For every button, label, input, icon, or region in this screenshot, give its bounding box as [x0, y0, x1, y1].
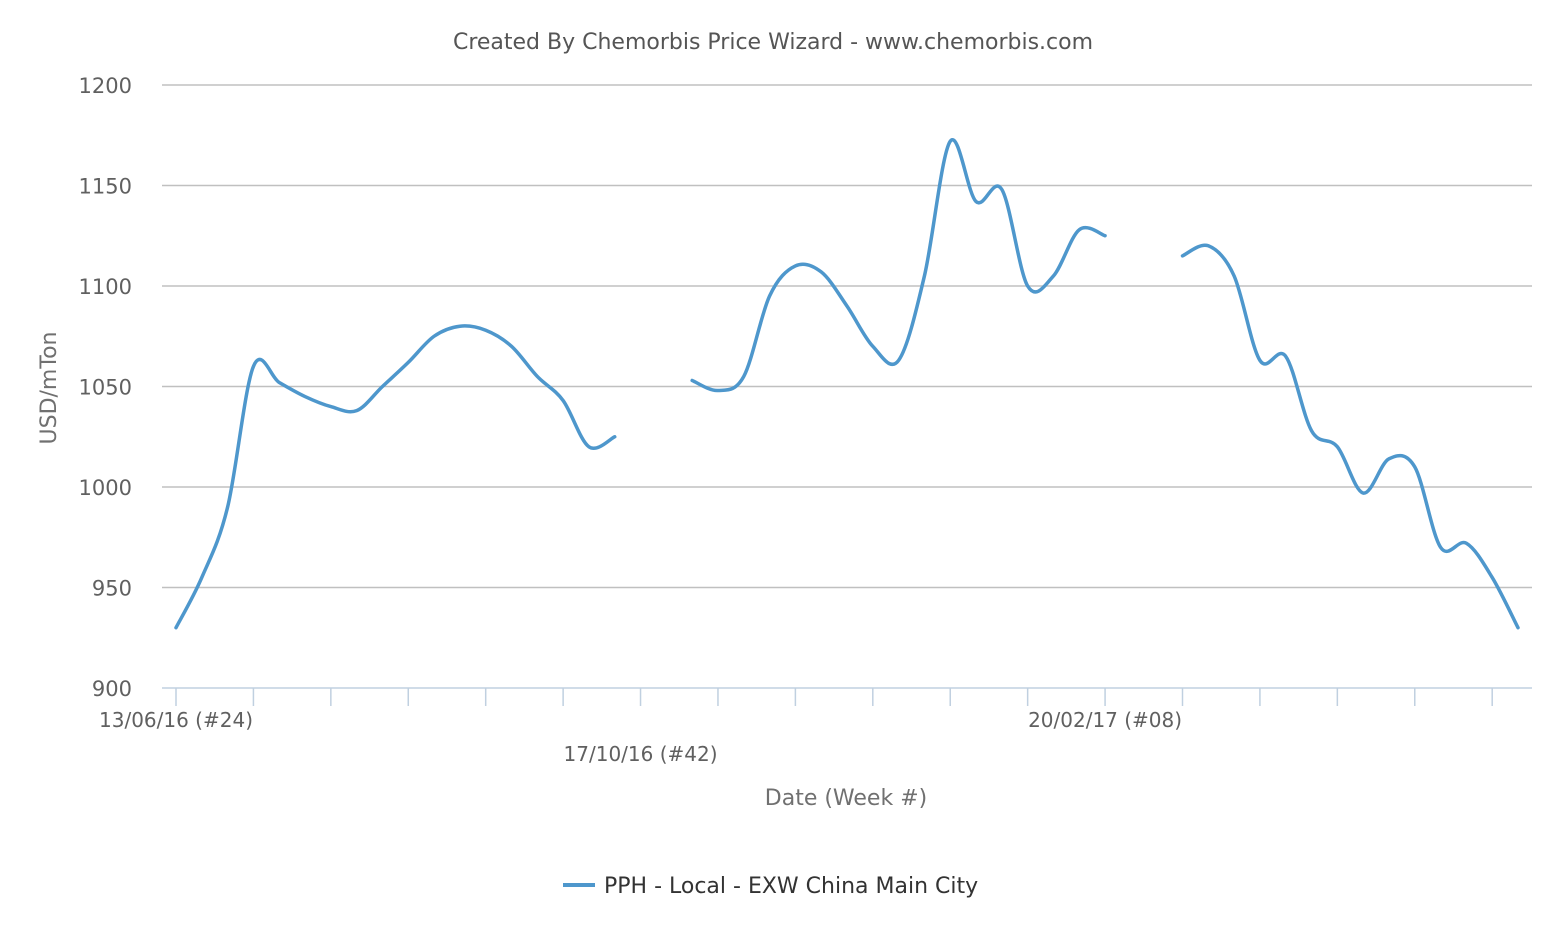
- y-tick-label: 1200: [79, 74, 132, 98]
- y-tick-label: 950: [92, 577, 132, 601]
- y-tick-label: 1100: [79, 275, 132, 299]
- data-point[interactable]: [172, 624, 180, 632]
- data-point[interactable]: [1179, 252, 1187, 260]
- data-point[interactable]: [327, 403, 335, 411]
- series-line[interactable]: [174, 324, 617, 630]
- data-point[interactable]: [714, 387, 722, 395]
- data-point[interactable]: [946, 137, 954, 145]
- data-point[interactable]: [1488, 573, 1496, 581]
- data-point[interactable]: [869, 342, 877, 350]
- data-point[interactable]: [1385, 455, 1393, 463]
- data-point[interactable]: [1333, 443, 1341, 451]
- data-point[interactable]: [1437, 543, 1445, 551]
- data-point[interactable]: [843, 302, 851, 310]
- y-tick-label: 1150: [79, 175, 132, 199]
- data-point[interactable]: [1308, 427, 1316, 435]
- data-point[interactable]: [456, 322, 464, 330]
- data-point[interactable]: [1256, 356, 1264, 364]
- data-point[interactable]: [1101, 232, 1109, 240]
- data-point[interactable]: [998, 186, 1006, 194]
- y-axis-ticks: 900 950 1000 1050 1100 1150 1200: [79, 74, 132, 701]
- series-line[interactable]: [1180, 243, 1520, 630]
- data-point[interactable]: [817, 268, 825, 276]
- x-tick-label: 17/10/16 (#42): [564, 742, 718, 766]
- data-point[interactable]: [1514, 624, 1522, 632]
- data-point[interactable]: [1204, 242, 1212, 250]
- data-point[interactable]: [1411, 463, 1419, 471]
- data-point[interactable]: [895, 356, 903, 364]
- series-line[interactable]: [690, 137, 1107, 393]
- chart-title: Created By Chemorbis Price Wizard - www.…: [453, 30, 1093, 55]
- x-axis: 13/06/16 (#24) 17/10/16 (#42) 20/02/17 (#0…: [99, 687, 1532, 766]
- x-tick-label: 13/06/16 (#24): [99, 708, 253, 732]
- data-point[interactable]: [275, 378, 283, 386]
- data-point[interactable]: [791, 262, 799, 270]
- y-tick-label: 1000: [79, 476, 132, 500]
- legend-label[interactable]: PPH - Local - EXW China Main City: [604, 874, 978, 899]
- data-point[interactable]: [1024, 282, 1032, 290]
- y-tick-label: 1050: [79, 376, 132, 400]
- data-point[interactable]: [1049, 272, 1057, 280]
- data-point[interactable]: [224, 503, 232, 511]
- y-axis-label: USD/mTon: [37, 332, 62, 445]
- data-point[interactable]: [430, 332, 438, 340]
- data-point[interactable]: [249, 362, 257, 370]
- data-point[interactable]: [972, 198, 980, 206]
- data-point[interactable]: [198, 573, 206, 581]
- data-point[interactable]: [559, 397, 567, 405]
- data-point[interactable]: [378, 383, 386, 391]
- data-point[interactable]: [1282, 352, 1290, 360]
- x-axis-label: Date (Week #): [765, 786, 927, 811]
- data-point[interactable]: [1230, 272, 1238, 280]
- series-lines: [172, 137, 1522, 632]
- data-point[interactable]: [508, 342, 516, 350]
- data-point[interactable]: [740, 372, 748, 380]
- y-tick-label: 900: [92, 677, 132, 701]
- data-point[interactable]: [766, 292, 774, 300]
- data-point[interactable]: [920, 272, 928, 280]
- data-point[interactable]: [1075, 226, 1083, 234]
- data-point[interactable]: [1359, 489, 1367, 497]
- data-point[interactable]: [533, 372, 541, 380]
- grid-lines: [162, 84, 1532, 589]
- data-point[interactable]: [353, 407, 361, 415]
- legend[interactable]: PPH - Local - EXW China Main City: [563, 874, 978, 899]
- data-point[interactable]: [585, 443, 593, 451]
- data-point[interactable]: [404, 358, 412, 366]
- data-point[interactable]: [688, 376, 696, 384]
- data-point[interactable]: [482, 326, 490, 334]
- data-point[interactable]: [301, 393, 309, 401]
- data-point[interactable]: [611, 433, 619, 441]
- data-point[interactable]: [1462, 539, 1470, 547]
- x-tick-label: 20/02/17 (#08): [1028, 708, 1182, 732]
